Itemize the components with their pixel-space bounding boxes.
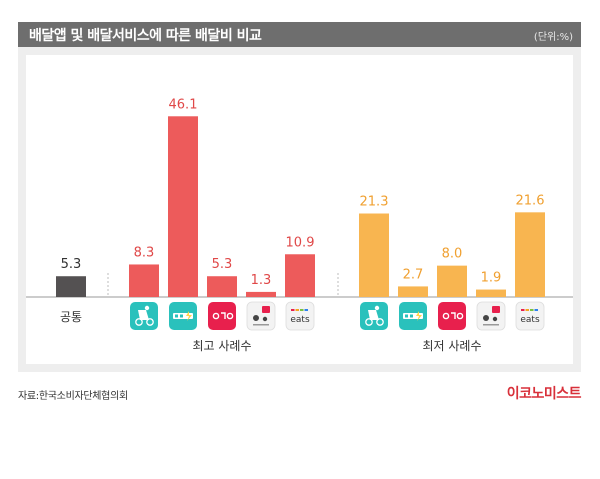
bar-2-1 <box>129 264 159 297</box>
coupang-eats-icon: eats <box>515 301 545 331</box>
yogiyo-icon <box>438 302 466 330</box>
value-label: 10.9 <box>286 235 315 250</box>
yogiyo-icon <box>208 302 236 330</box>
svg-text:eats: eats <box>520 315 540 325</box>
wemakeprice-icon <box>246 301 276 331</box>
baemin-icon <box>360 302 388 330</box>
value-label: 1.9 <box>481 271 502 286</box>
wemakeprice-icon <box>476 301 506 331</box>
svg-text:eats: eats <box>290 315 310 325</box>
bar-2-3 <box>207 276 237 297</box>
value-label: 8.0 <box>442 247 463 262</box>
unit-label: (단위:%) <box>533 32 573 43</box>
bar-2-2 <box>168 116 198 297</box>
chart-header: 배달앱 및 배달서비스에 따른 배달비 비교 (단위:%) <box>18 22 581 47</box>
value-label: 5.3 <box>61 257 82 272</box>
bar-3-4 <box>476 289 506 297</box>
source-note: 자료:한국소비자단체협의회 <box>18 391 128 402</box>
value-label: 1.3 <box>251 273 272 288</box>
category-label-common: 공통 <box>60 310 82 324</box>
bar-3-3 <box>437 265 467 297</box>
plot-area: 5.3 공통 8.3 46.1 5.3 1.3 10.9 eats 최고 사례수 21.3 2.7 8… <box>26 55 573 364</box>
baemin1-icon <box>399 302 427 330</box>
group-label-2: 최저 사례수 <box>422 339 481 353</box>
value-label: 5.3 <box>212 257 233 272</box>
value-label: 46.1 <box>169 97 198 112</box>
bar-3-2 <box>398 286 428 297</box>
baemin-icon <box>130 302 158 330</box>
chart-title: 배달앱 및 배달서비스에 따른 배달비 비교 <box>29 28 262 44</box>
value-label: 21.6 <box>516 193 545 208</box>
bar-3-1 <box>359 213 389 297</box>
coupang-eats-icon: eats <box>285 301 315 331</box>
value-label: 2.7 <box>403 267 424 282</box>
bar-chart: 5.3 공통 8.3 46.1 5.3 1.3 10.9 eats 최고 사례수 21.3 2.7 8… <box>26 97 573 353</box>
baemin1-icon <box>169 302 197 330</box>
group-label-1: 최고 사례수 <box>192 339 251 353</box>
value-label: 8.3 <box>134 245 155 260</box>
brand-logo: 이코노미스트 <box>506 386 582 402</box>
value-label: 21.3 <box>360 195 389 210</box>
bar-3-5 <box>515 212 545 297</box>
bar-2-5 <box>285 254 315 297</box>
bar-1-1 <box>56 276 86 297</box>
chart-panel: 5.3 공통 8.3 46.1 5.3 1.3 10.9 eats 최고 사례수 21.3 2.7 8… <box>18 47 581 372</box>
bar-2-4 <box>246 291 276 297</box>
